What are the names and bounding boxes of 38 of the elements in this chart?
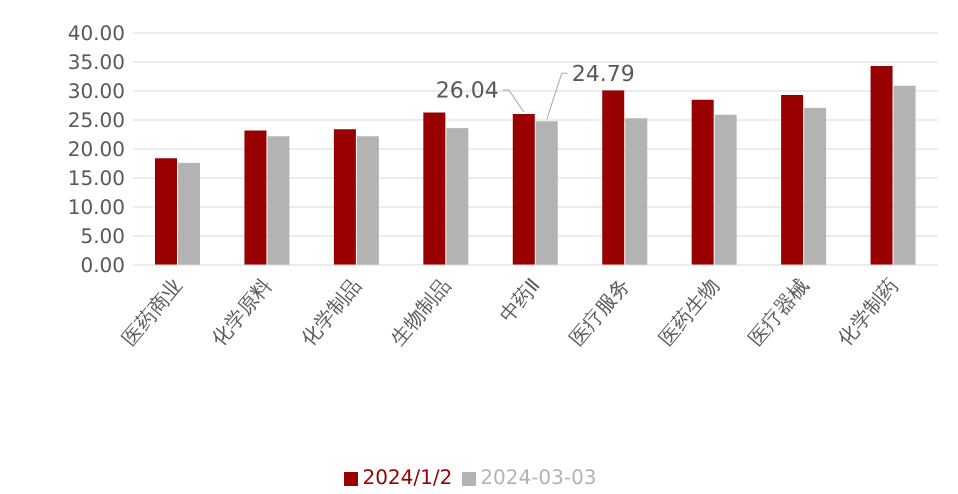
x-tick-label: 中药Ⅱ [494, 273, 545, 327]
bar [334, 129, 356, 265]
x-tick-label: 化学制品 [296, 273, 366, 350]
bar [870, 66, 893, 265]
x-tick-label: 化学制药 [832, 273, 902, 350]
x-tick-label: 生物制品 [385, 273, 456, 350]
y-tick-label: 35.00 [68, 50, 125, 74]
y-tick-label: 15.00 [68, 166, 125, 190]
bar [602, 90, 624, 265]
bar [781, 95, 804, 265]
bar [446, 128, 468, 265]
y-tick-label: 5.00 [80, 224, 125, 248]
x-tick-label: 医药生物 [654, 273, 724, 350]
bar [178, 162, 200, 265]
bar [625, 118, 648, 265]
bar [714, 114, 737, 265]
x-tick-label: 医疗服务 [564, 273, 634, 350]
x-tick-label: 化学原料 [206, 273, 276, 350]
y-tick-label: 40.00 [68, 21, 125, 46]
y-tick-label: 30.00 [68, 79, 125, 104]
bar [536, 121, 558, 265]
bar [692, 100, 714, 265]
bar [267, 136, 290, 265]
legend-label: 2024/1/2 [362, 465, 452, 489]
bar [804, 108, 826, 265]
x-tick-label: 医疗器械 [743, 273, 814, 350]
y-tick-label: 10.00 [68, 195, 125, 220]
legend-label: 2024-03-03 [480, 465, 597, 489]
y-tick-label: 20.00 [68, 137, 125, 162]
bar [894, 86, 916, 265]
bar [244, 130, 266, 265]
bar [423, 112, 446, 265]
bar [155, 158, 177, 265]
y-tick-label: 25.00 [68, 108, 125, 132]
bar [356, 136, 379, 265]
data-label: 24.79 [572, 62, 635, 87]
data-label: 26.04 [436, 78, 499, 104]
bar [512, 114, 535, 265]
